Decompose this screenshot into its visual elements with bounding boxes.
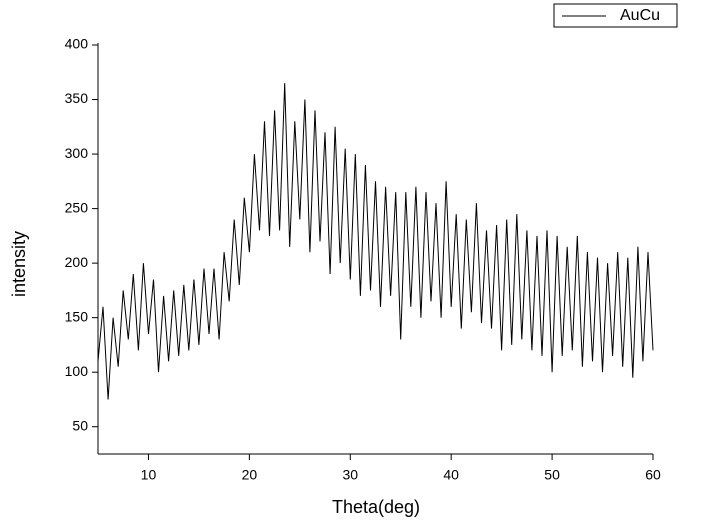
- y-tick-label: 250: [65, 199, 89, 215]
- x-tick-label: 60: [645, 467, 661, 483]
- x-tick-label: 20: [242, 467, 258, 483]
- x-axis-title: Theta(deg): [332, 497, 420, 517]
- y-tick-label: 200: [65, 254, 89, 270]
- y-axis-title: intensity: [9, 231, 29, 297]
- legend-box: [553, 3, 678, 28]
- x-tick-label: 30: [342, 467, 358, 483]
- y-tick-label: 400: [65, 36, 89, 52]
- x-tick-label: 50: [544, 467, 560, 483]
- x-tick-label: 10: [141, 467, 157, 483]
- y-tick-label: 350: [65, 90, 89, 106]
- data-line: [97, 83, 654, 400]
- legend-label: AuCu: [620, 7, 660, 24]
- legend: AuCu: [553, 3, 678, 28]
- y-tick-label: 300: [65, 145, 89, 161]
- y-tick-label: 100: [65, 363, 89, 379]
- y-tick-label: 50: [72, 417, 88, 433]
- x-tick-label: 40: [443, 467, 459, 483]
- y-tick-label: 150: [65, 308, 89, 324]
